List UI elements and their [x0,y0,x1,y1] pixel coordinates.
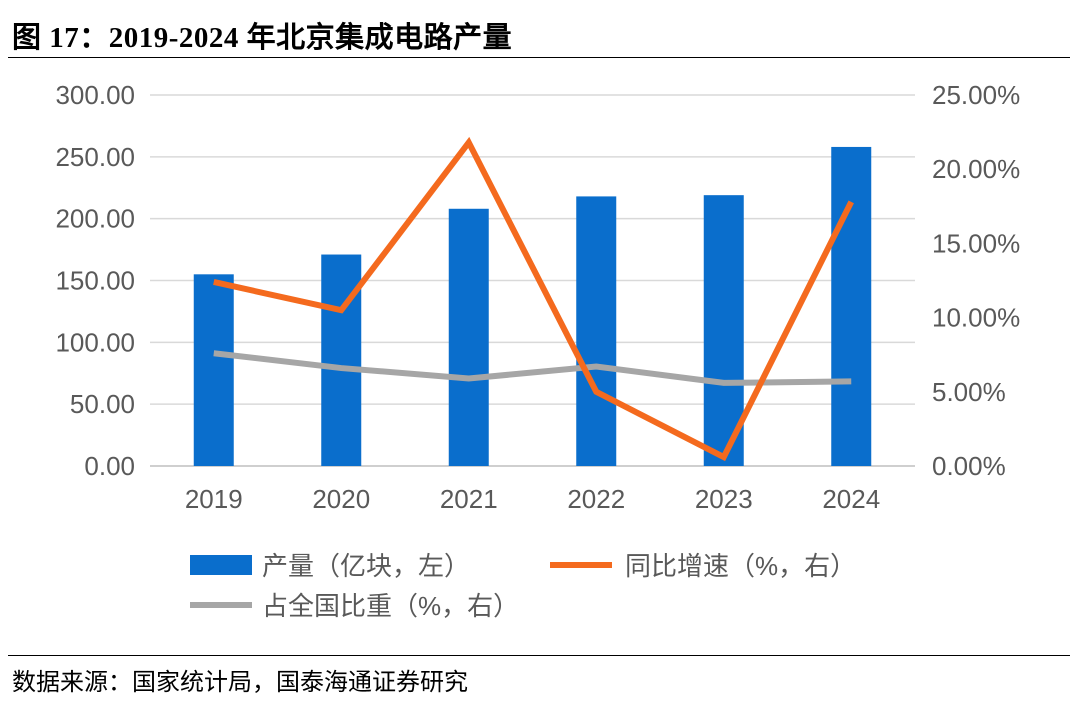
bar [576,196,617,466]
bar [193,274,234,466]
x-tick-label: 2024 [822,484,880,514]
national-share-line [213,350,852,386]
source-note: 数据来源：国家统计局，国泰海通证券研究 [12,670,468,696]
x-tick-label: 2020 [312,484,370,514]
x-tick-label: 2021 [440,484,498,514]
x-axis-ticks: 2019 2020 2021 2022 2023 2024 [185,484,880,514]
legend-label: 同比增速（%，右） [625,551,856,581]
legend-swatch-bar [190,555,252,575]
right-tick-label: 0.00% [932,451,1006,481]
left-tick-label: 250.00 [55,142,135,172]
legend: 产量（亿块，左） 同比增速（%，右） 占全国比重（%，右） [190,551,856,621]
right-tick-label: 25.00% [932,80,1020,110]
left-tick-label: 0.00 [84,451,135,481]
left-tick-label: 150.00 [55,266,135,296]
source-divider [8,655,1070,656]
figure-title: 图 17：2019-2024 年北京集成电路产量 [12,22,513,54]
growth-rate-line [213,136,854,462]
legend-label: 产量（亿块，左） [262,551,470,581]
title-divider [8,57,1070,58]
left-tick-label: 100.00 [55,327,135,357]
bar [448,208,489,467]
left-tick-label: 200.00 [55,204,135,234]
bar [831,146,872,466]
line-series [213,136,854,462]
legend-label: 占全国比重（%，右） [262,591,519,621]
right-tick-label: 15.00% [932,228,1020,258]
right-tick-label: 5.00% [932,377,1006,407]
bar [321,254,362,466]
bar [703,195,744,467]
left-tick-label: 50.00 [70,389,135,419]
x-tick-label: 2023 [695,484,753,514]
gridlines [150,94,915,467]
x-tick-label: 2022 [567,484,625,514]
left-tick-label: 300.00 [55,80,135,110]
left-axis-ticks: 0.00 50.00 100.00 150.00 200.00 250.00 300.00 [55,80,135,481]
right-axis-ticks: 0.00% 5.00% 10.00% 15.00% 20.00% 25.00% [932,80,1020,481]
right-tick-label: 20.00% [932,154,1020,184]
bar-series [193,146,872,467]
x-tick-label: 2019 [185,484,243,514]
right-tick-label: 10.00% [932,303,1020,333]
